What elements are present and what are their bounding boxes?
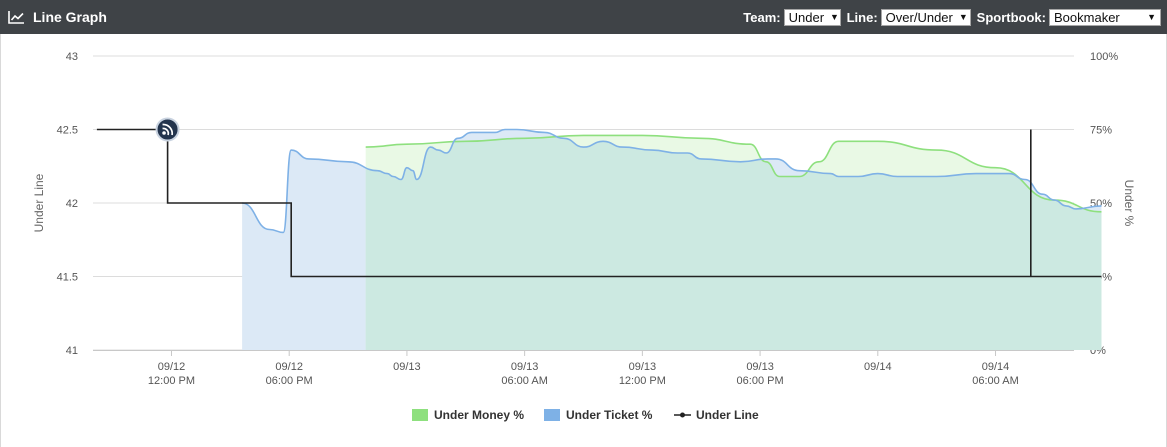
title-wrap: Line Graph — [0, 9, 107, 25]
team-select-value: Under — [788, 9, 825, 25]
legend-ticket-swatch — [544, 409, 560, 421]
x-tick-time: 06:00 PM — [737, 375, 784, 387]
line-select-value: Over/Under — [885, 9, 953, 25]
team-select[interactable]: Under ▼ — [783, 8, 841, 26]
legend-money-label: Under Money % — [434, 408, 524, 422]
chevron-down-icon: ▼ — [830, 11, 839, 22]
chart-header: Line Graph Team: Under ▼ Line: Over/Unde… — [0, 0, 1167, 34]
chart-title: Line Graph — [33, 9, 107, 25]
legend-line-label: Under Line — [696, 408, 759, 422]
x-tick-time: 06:00 AM — [501, 375, 547, 387]
chart-controls: Team: Under ▼ Line: Over/Under ▼ Sportbo… — [737, 0, 1161, 34]
legend-line-marker — [680, 412, 685, 418]
x-tick-date: 09/14 — [982, 361, 1010, 373]
x-tick-time: 06:00 PM — [266, 375, 313, 387]
x-tick-date: 09/13 — [393, 361, 421, 373]
y-tick-label: 41.5 — [57, 272, 78, 284]
under-line-series — [96, 128, 1102, 278]
feed-marker-dot — [162, 131, 166, 135]
y-axis-title: Under Line — [32, 173, 46, 232]
line-chart-icon — [8, 11, 24, 24]
chevron-down-icon: ▼ — [958, 11, 968, 22]
y2-axis-title: Under % — [1122, 180, 1136, 227]
y-tick-label: 43 — [66, 51, 78, 63]
x-tick-time: 12:00 PM — [619, 375, 666, 387]
legend-ticket-label: Under Ticket % — [566, 408, 653, 422]
sportbook-select[interactable]: Bookmaker ▼ — [1049, 8, 1161, 26]
x-tick-date: 09/13 — [511, 361, 539, 373]
y2-tick-label: 75% — [1090, 125, 1112, 137]
y-tick-label: 42 — [66, 198, 78, 210]
x-tick-time: 12:00 PM — [148, 375, 195, 387]
x-tick-date: 09/12 — [275, 361, 303, 373]
x-tick-date: 09/13 — [746, 361, 774, 373]
x-tick-date: 09/12 — [158, 361, 186, 373]
ticket-series-line — [241, 128, 1102, 234]
feed-marker-arc — [162, 123, 173, 136]
line-label: Line: — [846, 9, 878, 25]
sportbook-label: Sportbook: — [976, 9, 1046, 25]
feed-marker-arc — [162, 127, 170, 136]
sportbook-select-value: Bookmaker — [1054, 9, 1120, 25]
y-tick-label: 41 — [66, 345, 78, 357]
money-series-line — [365, 134, 1102, 213]
x-tick-date: 09/13 — [629, 361, 657, 373]
chevron-down-icon: ▼ — [1147, 11, 1156, 22]
x-tick-time: 06:00 AM — [972, 375, 1018, 387]
y2-tick-label: 100% — [1090, 51, 1118, 63]
team-label: Team: — [743, 9, 781, 25]
overlap-area — [365, 135, 1102, 350]
line-select[interactable]: Over/Under ▼ — [880, 8, 971, 26]
x-tick-date: 09/14 — [864, 361, 892, 373]
y-tick-label: 42.5 — [57, 125, 78, 137]
legend-money-swatch — [412, 409, 428, 421]
